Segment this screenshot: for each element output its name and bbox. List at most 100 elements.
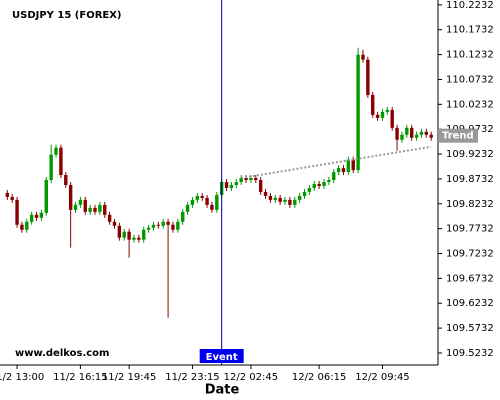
y-tick-label: 109.8732	[446, 174, 494, 185]
candle-body	[112, 221, 117, 226]
candle-body	[297, 195, 302, 200]
candle-body	[244, 178, 248, 181]
candle-body	[49, 154, 53, 181]
y-tick-label: 110.0232	[446, 99, 494, 110]
candle-body	[234, 182, 239, 185]
candle-body	[263, 191, 268, 196]
candle-body	[78, 199, 83, 205]
trend-label: Trend	[442, 131, 474, 142]
candle-body	[317, 183, 321, 186]
candle-body	[151, 224, 156, 228]
candle-body	[39, 212, 44, 218]
y-tick-label: 109.9232	[446, 149, 494, 160]
x-tick-label: 11/2 16:15	[53, 372, 107, 383]
candle-body	[371, 94, 375, 115]
candle-body	[351, 159, 355, 171]
candle-body	[88, 207, 92, 212]
candle-body	[44, 180, 48, 213]
x-tick-label: 11/2 23:15	[165, 372, 219, 383]
candle-body	[185, 204, 190, 212]
candle-body	[395, 127, 399, 140]
y-tick-label: 110.1232	[446, 50, 494, 61]
candle-body	[307, 187, 312, 192]
y-tick-label: 110.0732	[446, 74, 494, 85]
candle-body	[117, 225, 122, 238]
candle-body	[15, 199, 19, 225]
candle-body	[224, 182, 229, 188]
candle-body	[176, 221, 180, 230]
candle-body	[409, 127, 414, 138]
candle-body	[142, 229, 146, 240]
candle-body	[293, 199, 297, 205]
candle-body	[20, 224, 24, 230]
candle-body	[322, 182, 326, 186]
candle-body	[249, 178, 253, 181]
y-tick-label: 109.6232	[446, 298, 494, 309]
candle-body	[302, 191, 307, 196]
candle-body	[361, 54, 365, 60]
candle-body	[278, 197, 282, 202]
candle-body	[146, 227, 151, 230]
y-tick-label: 109.7732	[446, 224, 494, 235]
event-label-box	[199, 349, 244, 363]
y-tick-label: 109.8232	[446, 199, 494, 210]
candle-body	[429, 134, 433, 138]
candle-body	[122, 231, 126, 238]
candle-body	[268, 195, 273, 200]
y-tick-label: 110.1732	[446, 25, 494, 36]
candle-body	[54, 147, 58, 155]
candle-body	[288, 199, 292, 205]
candle-body	[254, 178, 258, 181]
candle-body	[424, 131, 429, 135]
candle-body	[190, 199, 195, 205]
candle-body	[419, 131, 424, 135]
candle-body	[166, 221, 170, 225]
candle-body	[127, 231, 131, 240]
x-tick-label: 12/2 02:45	[224, 372, 278, 383]
candle-body	[107, 214, 112, 222]
y-tick-label: 109.7232	[446, 249, 494, 260]
candle-body	[73, 204, 78, 210]
candle-body	[375, 114, 380, 118]
candle-body	[93, 207, 97, 212]
candle-body	[171, 224, 175, 230]
x-tick-label: 11/2 19:45	[102, 372, 156, 383]
x-tick-label: 12/2 06:15	[292, 372, 346, 383]
candle-body	[83, 199, 87, 212]
candle-body	[205, 197, 209, 205]
candle-body	[332, 172, 336, 181]
candle-body	[239, 178, 243, 183]
candle-body	[64, 175, 68, 185]
y-tick-label: 109.6732	[446, 273, 494, 284]
candle-body	[380, 111, 385, 118]
candle-body	[59, 147, 63, 176]
candle-body	[180, 211, 185, 222]
candle-body	[273, 197, 277, 200]
y-tick-label: 109.5732	[446, 323, 494, 334]
x-tick-label: 12/2 09:45	[355, 372, 409, 383]
candle-body	[312, 183, 316, 188]
candle-body	[210, 204, 214, 210]
y-tick-label: 109.5232	[446, 348, 494, 359]
event-label: Event	[206, 352, 238, 363]
candle-body	[366, 59, 370, 95]
y-tick-label: 110.2232	[446, 0, 494, 11]
candle-body	[327, 180, 331, 183]
candle-body	[161, 221, 165, 226]
candle-body	[10, 196, 14, 200]
candle-body	[34, 214, 39, 218]
candle-body	[400, 134, 404, 140]
candle-body	[132, 237, 136, 240]
candle-body	[346, 159, 351, 173]
candle-body	[200, 195, 204, 198]
candle-body	[229, 184, 234, 188]
candle-body	[25, 221, 29, 230]
candle-body	[385, 109, 390, 112]
candle-body	[414, 134, 419, 138]
chart-title: USDJPY 15 (FOREX)	[12, 10, 122, 21]
candle-body	[195, 195, 200, 200]
x-tick-label: 11/2 13:00	[0, 372, 44, 383]
candle-body	[103, 204, 107, 215]
x-axis-label: Date	[205, 383, 240, 398]
